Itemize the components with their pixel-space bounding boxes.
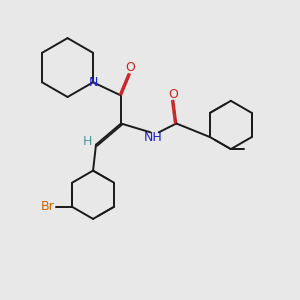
Text: O: O — [125, 61, 135, 74]
Text: H: H — [83, 135, 92, 148]
Text: Br: Br — [41, 200, 55, 213]
Text: O: O — [169, 88, 178, 100]
Text: N: N — [88, 76, 98, 89]
Text: NH: NH — [143, 131, 162, 144]
